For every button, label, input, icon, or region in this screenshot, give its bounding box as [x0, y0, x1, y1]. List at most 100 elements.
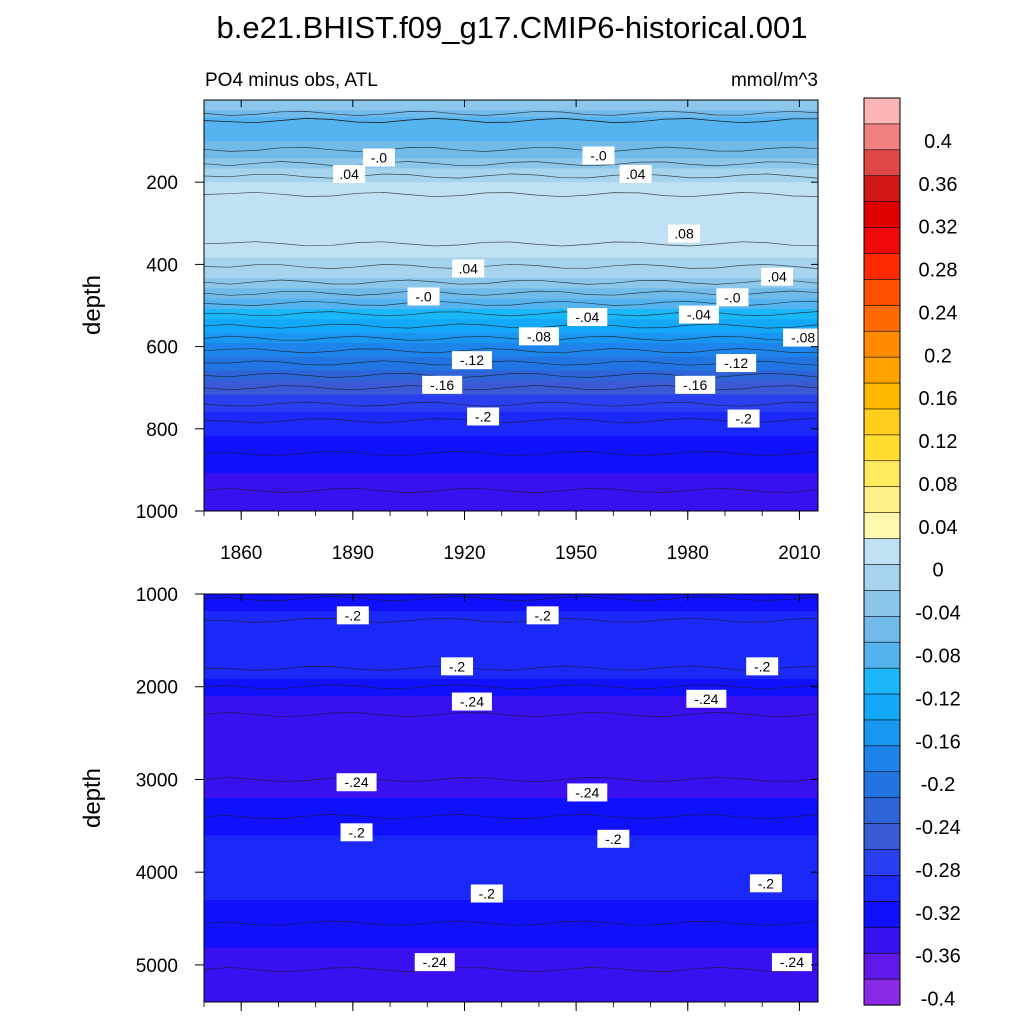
top-contour-label: -.0 [371, 150, 388, 166]
bot-contour-line [204, 814, 818, 820]
top-contour-label: -.04 [687, 307, 711, 323]
colorbar-swatch [863, 875, 901, 902]
bot-field-band [204, 794, 818, 799]
colorbar-label: 0.32 [919, 217, 958, 239]
top-contour-line [204, 323, 818, 329]
top-field-band [204, 281, 818, 286]
top-contour-line [204, 173, 818, 179]
bot-field-band [204, 900, 818, 904]
top-xtick-label: 2010 [778, 543, 820, 564]
top-field-band [204, 264, 818, 269]
top-field-band [204, 483, 818, 488]
bot-field-band [204, 968, 818, 972]
bot-contour-line [204, 712, 818, 718]
bot-field-band [204, 784, 818, 789]
top-field-band [204, 418, 818, 423]
top-panel-units: mmol/m^3 [731, 70, 818, 91]
top-field-band [204, 233, 818, 238]
bot-field-band [204, 655, 818, 660]
colorbar-label: 0.16 [919, 388, 958, 410]
bot-field-band [204, 872, 818, 877]
bot-field-band [204, 600, 818, 605]
bot-field-band [204, 668, 818, 673]
top-field-band [204, 298, 818, 303]
bot-field-band [204, 736, 818, 741]
top-contour-label: -.0 [590, 147, 607, 163]
top-contour-label: -.0 [415, 288, 432, 304]
top-contour-line [204, 279, 818, 285]
bot-field-band [204, 930, 818, 935]
bot-contour-line [204, 617, 818, 623]
top-field-band [204, 250, 818, 255]
top-contour-line [204, 300, 818, 306]
top-contour-line [204, 290, 818, 296]
top-field-band [204, 411, 818, 416]
bot-field-band [204, 757, 818, 762]
bot-field-band [204, 815, 818, 819]
bot-field-band [204, 662, 818, 666]
top-field-band [204, 326, 818, 331]
top-field-band [204, 175, 818, 180]
bot-contour-label-bg [336, 606, 369, 625]
top-field-band [204, 134, 818, 139]
top-contour-label-bg [567, 308, 608, 327]
top-contour-label-bg [761, 267, 794, 286]
top-field-band [204, 343, 818, 348]
top-contour-label-bg [333, 164, 366, 183]
top-field-band [204, 291, 818, 296]
top-contour-label-bg [675, 375, 716, 394]
top-field-band [204, 267, 818, 272]
top-field-band [204, 219, 818, 224]
bot-field-band [204, 886, 818, 891]
colorbar-label: -0.36 [915, 946, 961, 968]
bot-contour-label-bg [414, 953, 455, 972]
bot-field-band [204, 787, 818, 792]
top-field-band [204, 110, 818, 115]
top-field-band [204, 257, 818, 262]
colorbar-label: 0.2 [924, 345, 952, 367]
bot-field-band [204, 920, 818, 925]
top-contour-label: .04 [767, 269, 787, 285]
top-contour-label-bg [362, 148, 395, 167]
colorbar-swatch [863, 641, 901, 669]
top-field-band [204, 209, 818, 214]
bot-field-band [204, 706, 818, 711]
top-field-band [204, 391, 818, 396]
colorbar-swatch [863, 590, 901, 617]
bot-field-band [204, 624, 818, 629]
bot-field-band [204, 835, 818, 840]
colorbar-swatch [863, 745, 901, 773]
top-contour-label-bg [518, 327, 559, 346]
bot-field-band [204, 804, 818, 809]
colorbar-swatch [863, 305, 901, 332]
top-field-band [204, 123, 818, 128]
top-xtick-label: 1920 [443, 543, 485, 564]
bot-field-band [204, 917, 818, 921]
top-field-band [204, 356, 818, 361]
colorbar-label: -0.12 [915, 688, 961, 710]
bottom-panel-plot: -.2 -.2 -.2 -.2 -.24 -.24 -.24 -.24 -.2 -.2 -.2 -.2… [136, 585, 819, 1011]
bot-field-band [204, 682, 818, 687]
bottom-panel-ylabel: depth [79, 768, 106, 828]
top-field-band [204, 374, 818, 379]
top-contour-label-bg [619, 164, 652, 183]
colorbar-label: -0.16 [915, 731, 961, 753]
bot-contour-label-bg [451, 692, 492, 711]
bot-field-band [204, 832, 818, 836]
bot-contour-label-bg [340, 823, 373, 842]
bot-field-band [204, 604, 818, 609]
bot-field-band [204, 855, 818, 860]
colorbar-label: -0.24 [915, 817, 961, 839]
bot-field-band [204, 889, 818, 894]
bot-field-band [204, 937, 818, 942]
top-field-band [204, 147, 818, 152]
bot-contour-labels: -.2 -.2 -.2 -.2 -.24 -.24 -.24 -.24 -.2 -.2 -.2 -.2… [336, 606, 812, 972]
colorbar-swatch [863, 849, 901, 877]
bot-field-band [204, 879, 818, 884]
bot-contour-label: -.24 [575, 784, 599, 800]
bot-field-band [204, 665, 818, 670]
top-field-band [204, 428, 818, 433]
top-contour-label-bg [451, 351, 492, 370]
bot-field-band [204, 951, 818, 955]
